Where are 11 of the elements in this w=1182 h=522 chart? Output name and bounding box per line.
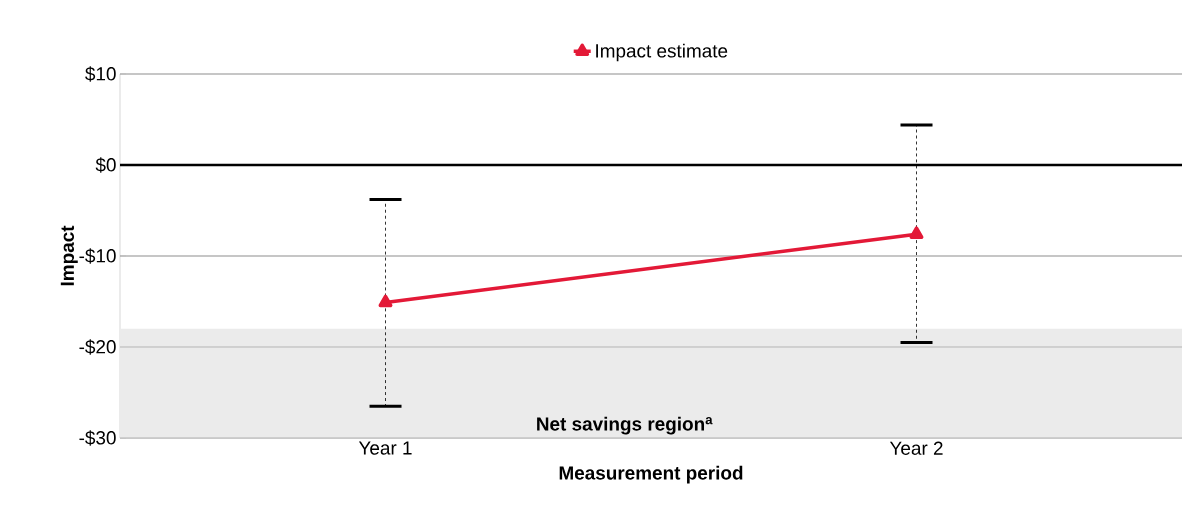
legend-label: Impact estimate (596, 43, 728, 62)
band-label: Net savings region$^{a}$ (537, 416, 713, 435)
y-tick-label: -$20 (79, 339, 116, 355)
y-tick-label: -$30 (79, 430, 116, 446)
x-tick-label: Year 1 (358, 441, 412, 455)
y-tick-label: $10 (85, 66, 116, 82)
x-tick-label: Year 2 (889, 441, 943, 455)
y-tick-label: -$10 (79, 248, 116, 264)
x-axis-title: Measurement period (559, 465, 743, 484)
y-axis-title: Impact (60, 225, 78, 286)
y-tick-label: $0 (95, 157, 116, 173)
